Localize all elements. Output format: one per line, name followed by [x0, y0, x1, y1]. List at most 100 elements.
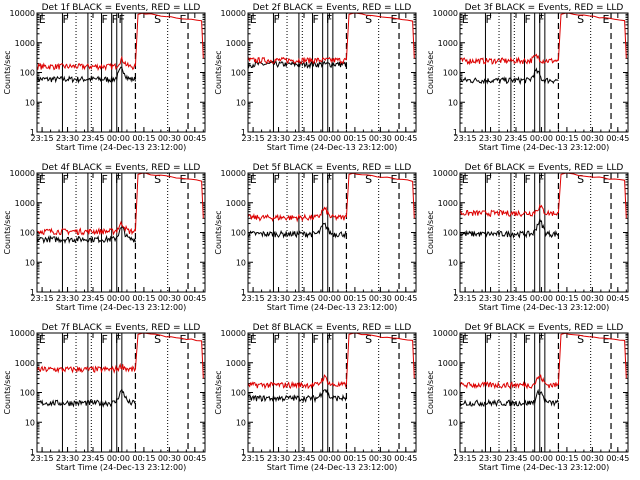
x-tick-label: 00:00	[318, 454, 341, 463]
panel-title: Det 5f BLACK = Events, RED = LLD	[253, 163, 412, 173]
x-tick-label: 00:45	[394, 294, 417, 303]
series-lld-rise-line	[134, 172, 204, 232]
event-flag: S	[577, 173, 584, 186]
y-tick-label: 10000	[433, 329, 458, 338]
y-tick-label: 1000	[15, 199, 35, 208]
event-flag: F	[312, 173, 318, 186]
plot-frame	[459, 12, 629, 133]
x-axis-label: Start Time (24-Dec-13 23:12:00)	[267, 303, 398, 312]
series-events-line	[36, 226, 136, 244]
event-flag: E	[250, 173, 257, 186]
series-lld-line	[36, 362, 136, 374]
event-flag: F	[524, 13, 530, 26]
y-tick-label: 10000	[221, 9, 246, 18]
x-tick-label: 00:00	[107, 294, 130, 303]
y-tick-label: 10000	[221, 169, 246, 178]
y-tick-label: 1	[453, 128, 458, 137]
y-tick-label: 1	[453, 288, 458, 297]
panel-det-2: Det 2f BLACK = Events, RED = LLD 1 10 100 10…	[214, 3, 417, 152]
y-tick-label: 10	[25, 418, 35, 427]
event-flag: F	[485, 173, 491, 186]
y-tick-label: 10000	[433, 9, 458, 18]
x-axis-label: Start Time (24-Dec-13 23:12:00)	[479, 143, 610, 152]
x-tick-label: 23:30	[267, 454, 290, 463]
panel-det-9: Det 9f BLACK = Events, RED = LLD 1 10 100 10…	[426, 323, 629, 472]
y-tick-label: 100	[443, 229, 458, 238]
event-flag: F	[115, 333, 121, 346]
panel-title: Det 4f BLACK = Events, RED = LLD	[42, 163, 201, 173]
x-tick-label: 23:15	[242, 134, 265, 143]
event-flag: E	[391, 333, 398, 346]
event-flag: S	[365, 173, 372, 186]
series-lld-rise-line	[134, 12, 204, 67]
series-lld-line	[36, 55, 136, 72]
event-flag: S	[577, 333, 584, 346]
y-tick-label: 100	[20, 229, 35, 238]
x-tick-label: 23:45	[292, 134, 315, 143]
x-tick-label: 00:45	[606, 454, 629, 463]
panel-title: Det 6f BLACK = Events, RED = LLD	[465, 163, 624, 173]
plot-frame	[247, 172, 417, 293]
x-tick-label: 00:15	[343, 454, 366, 463]
series-lld-rise-line	[557, 12, 627, 61]
y-tick-label: 10000	[10, 9, 35, 18]
event-flag: F	[62, 173, 68, 186]
event-flag: F	[62, 333, 68, 346]
event-flag: F	[538, 13, 544, 26]
x-tick-label: 00:30	[158, 454, 181, 463]
y-axis-label: Counts/sec	[214, 370, 223, 414]
series-lld-line	[36, 220, 136, 236]
x-tick-label: 23:15	[454, 454, 477, 463]
x-tick-label: 23:15	[454, 294, 477, 303]
x-tick-label: 23:30	[56, 294, 79, 303]
x-axis-label: Start Time (24-Dec-13 23:12:00)	[267, 143, 398, 152]
series-lld-rise-line	[134, 332, 204, 379]
plot-frame	[247, 332, 417, 453]
plot-frame	[36, 12, 206, 133]
event-flag: E	[462, 13, 469, 26]
x-tick-label: 23:45	[504, 294, 527, 303]
event-flag: F	[101, 173, 107, 186]
event-flag: F	[326, 173, 332, 186]
event-flag: F	[273, 173, 279, 186]
y-tick-label: 100	[20, 69, 35, 78]
y-tick-label: 100	[231, 69, 246, 78]
x-tick-label: 23:15	[31, 134, 54, 143]
x-tick-label: 00:00	[530, 454, 553, 463]
plot-frame	[459, 172, 629, 293]
y-tick-label: 10000	[10, 169, 35, 178]
y-axis-label: Counts/sec	[3, 370, 12, 414]
panel-title: Det 3f BLACK = Events, RED = LLD	[465, 3, 624, 13]
panel-title: Det 2f BLACK = Events, RED = LLD	[253, 3, 412, 13]
x-axis-label: Start Time (24-Dec-13 23:12:00)	[56, 463, 187, 472]
panel-det-1: Det 1f BLACK = Events, RED = LLD 1 10 100 10…	[3, 3, 206, 152]
x-tick-label: 23:15	[31, 294, 54, 303]
x-tick-label: 23:30	[479, 454, 502, 463]
y-tick-label: 100	[443, 69, 458, 78]
event-flag: F	[326, 13, 332, 26]
event-flag: F	[62, 13, 68, 26]
y-tick-label: 1000	[226, 359, 246, 368]
y-axis-label: Counts/sec	[214, 50, 223, 94]
x-tick-label: 00:15	[343, 134, 366, 143]
x-tick-label: 00:00	[318, 294, 341, 303]
panel-title: Det 7f BLACK = Events, RED = LLD	[42, 323, 201, 333]
y-axis-label: Counts/sec	[426, 370, 435, 414]
panel-title: Det 8f BLACK = Events, RED = LLD	[253, 323, 412, 333]
x-tick-label: 00:15	[132, 454, 155, 463]
y-tick-label: 10000	[221, 329, 246, 338]
y-tick-label: 1	[241, 448, 246, 457]
event-flag: F	[273, 13, 279, 26]
event-flag: E	[603, 333, 610, 346]
event-flag: F	[115, 173, 121, 186]
y-tick-label: 10	[236, 418, 246, 427]
x-tick-label: 23:30	[267, 134, 290, 143]
series-events-line	[247, 388, 347, 404]
panel-title: Det 9f BLACK = Events, RED = LLD	[465, 323, 624, 333]
y-axis-label: Counts/sec	[426, 50, 435, 94]
x-tick-label: 00:00	[530, 294, 553, 303]
y-tick-label: 10	[448, 98, 458, 107]
event-flag: F	[312, 13, 318, 26]
x-tick-label: 23:30	[479, 294, 502, 303]
y-tick-label: 1000	[226, 199, 246, 208]
